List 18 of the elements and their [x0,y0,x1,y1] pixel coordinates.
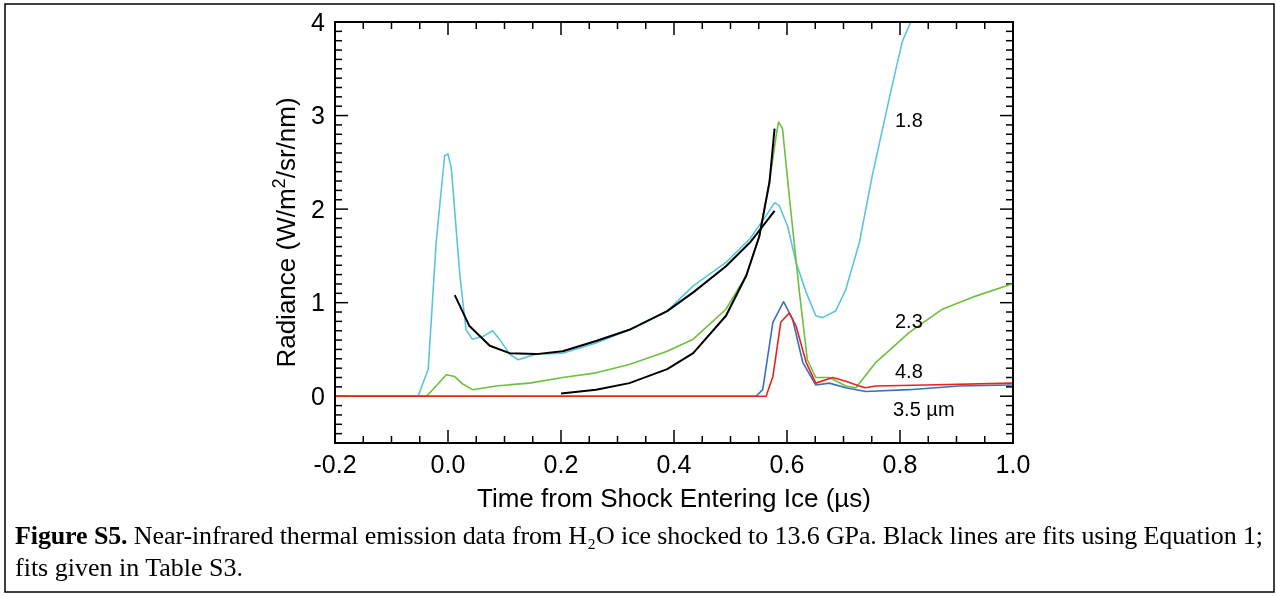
series-label: 1.8 [895,109,923,131]
x-tick-label: 0.6 [769,450,805,478]
series-label: 3.5 µm [893,398,955,420]
x-axis-title: Time from Shock Entering Ice (µs) [476,483,872,513]
x-tick-label: 0.2 [543,450,579,478]
series-label: 4.8 [895,360,923,382]
x-tick-label: -0.2 [313,450,357,478]
y-tick-label: 1 [311,288,325,317]
y-tick-label: 3 [311,101,325,130]
x-tick-label: 0.4 [656,450,692,478]
x-tick-label: 0.8 [882,450,918,478]
x-tick-label: 1.0 [995,450,1031,478]
y-tick-label: 2 [311,194,325,223]
y-tick-label: 0 [311,381,325,410]
series-label: 2.3 [895,310,923,332]
x-tick-label: 0.0 [430,450,466,478]
y-tick-label: 4 [311,7,326,36]
caption: Figure S5. Near-infrared thermal emission data from H₂O ice shocked to 13.6 GPa. Black lines are fits using Equation 1; fits given in Table S3. [15,521,1263,582]
